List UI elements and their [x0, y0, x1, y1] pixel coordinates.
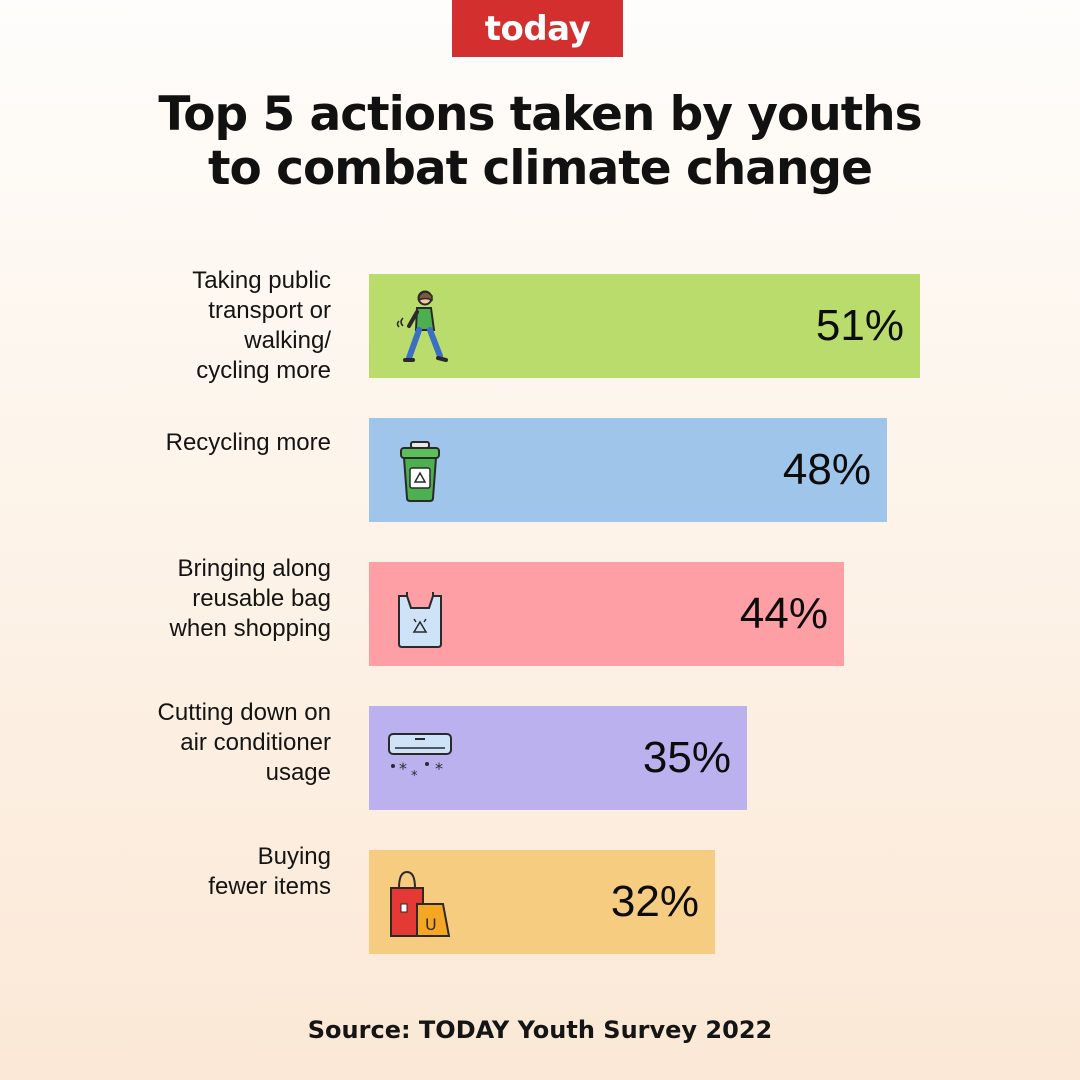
bar: U 32% — [369, 850, 715, 954]
category-label-line: air conditioner — [180, 729, 331, 756]
category-label: Taking public transport or walking/cycling… — [60, 266, 331, 386]
category-label-line: reusable bag — [192, 585, 331, 612]
category-label-line: Buying — [257, 843, 331, 870]
bar: 51% — [369, 274, 920, 378]
category-label-line: Cutting down on — [157, 699, 331, 726]
value-label: 51% — [815, 301, 904, 350]
chart-title-line-1: Top 5 actions taken by youths — [158, 87, 922, 142]
bar: 44% — [369, 562, 844, 666]
category-label-line: Recycling more — [165, 429, 331, 456]
svg-text:*: * — [411, 769, 418, 784]
category-label: Recycling more — [60, 428, 331, 458]
chart-title-line-2: to combat climate change — [208, 141, 873, 196]
category-label-line: transport or — [208, 297, 331, 324]
source-note: Source: TODAY Youth Survey 2022 — [307, 1016, 773, 1044]
brand-logo: today — [452, 0, 623, 57]
svg-text:*: * — [435, 759, 443, 778]
category-label: Bringing along reusable bag when shopping — [60, 554, 331, 644]
category-label: Cutting down on air conditioner usage — [60, 698, 331, 788]
value-label: 44% — [739, 589, 828, 638]
category-label: Buying fewer items — [60, 842, 331, 902]
category-label-line: Taking public — [192, 267, 331, 294]
air-conditioner-icon: * * * — [383, 720, 457, 796]
category-label-line: when shopping — [169, 615, 331, 642]
recycling-bin-icon — [383, 432, 457, 508]
value-label: 48% — [782, 445, 871, 494]
bar: 48% — [369, 418, 887, 522]
category-label-line: fewer items — [208, 873, 331, 900]
category-label-line: walking/ — [244, 327, 331, 354]
chart-title: Top 5 actions taken by youths to combat … — [40, 88, 1040, 196]
svg-text:*: * — [399, 759, 407, 778]
category-label-line: usage — [265, 759, 331, 786]
shopping-bags-icon: U — [383, 864, 457, 940]
reusable-bag-icon — [383, 576, 457, 652]
category-label-line: Bringing along — [177, 555, 331, 582]
walking-person-icon — [383, 288, 457, 364]
bar: * * * 35% — [369, 706, 747, 810]
value-label: 35% — [642, 733, 731, 782]
svg-text:U: U — [425, 915, 437, 934]
value-label: 32% — [610, 877, 699, 926]
category-label-line: cycling more — [196, 357, 331, 384]
